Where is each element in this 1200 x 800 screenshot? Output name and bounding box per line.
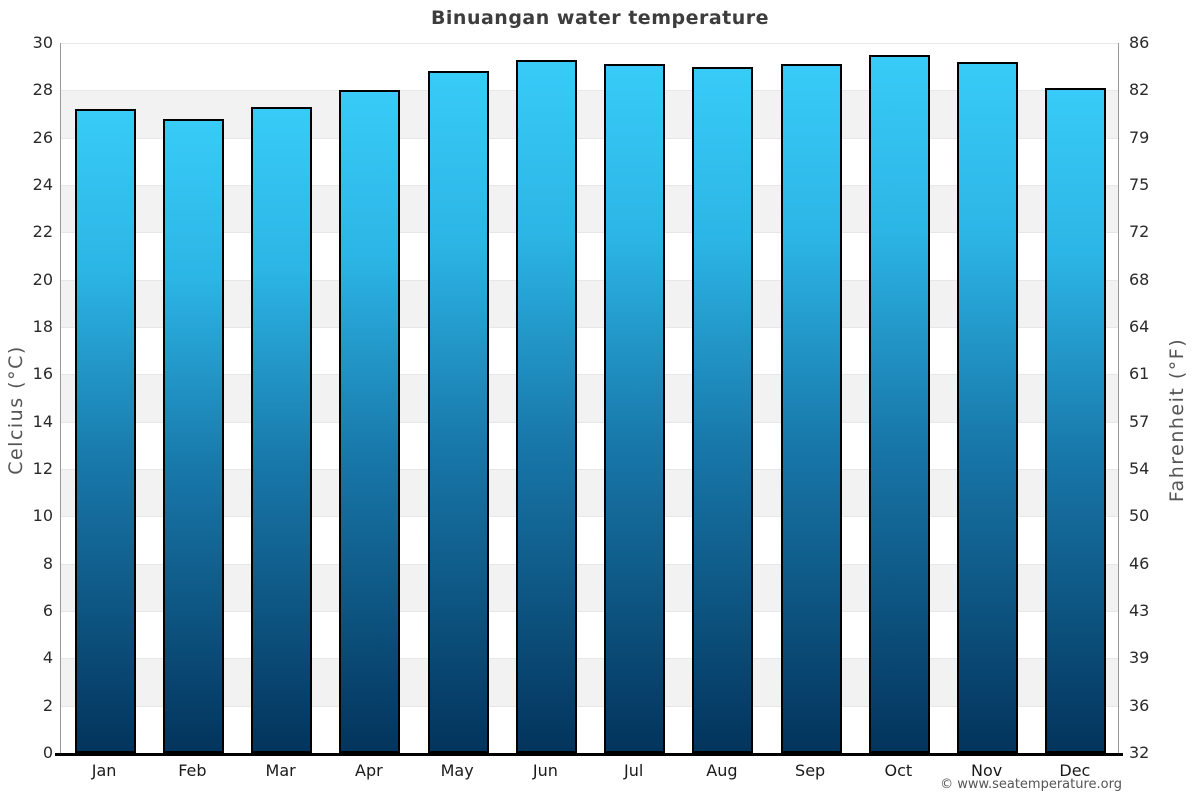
celsius-tick-label: 30: [32, 33, 53, 52]
gridline: [61, 516, 1118, 518]
gridline: [61, 232, 1118, 234]
celsius-tick-label: 0: [42, 743, 53, 762]
bar-apr[interactable]: [339, 90, 401, 753]
gridline: [61, 327, 1118, 328]
month-label-dec: Dec: [1059, 761, 1091, 780]
celsius-tick-label: 6: [42, 601, 53, 620]
month-label-feb: Feb: [178, 761, 207, 780]
fahrenheit-tick-label: 64: [1129, 317, 1150, 336]
gridline: [61, 705, 1118, 707]
plot-area: [60, 43, 1119, 753]
x-axis-line: [55, 753, 1123, 756]
bar-feb[interactable]: [162, 118, 224, 753]
celsius-tick-label: 18: [32, 317, 53, 336]
gridline: [61, 611, 1118, 612]
bar-sep[interactable]: [780, 64, 842, 753]
bar-jul[interactable]: [604, 64, 666, 753]
bar-dec[interactable]: [1045, 87, 1107, 753]
fahrenheit-tick-label: 82: [1129, 80, 1150, 100]
fahrenheit-tick-label: 32: [1129, 743, 1150, 762]
gridline: [61, 279, 1118, 281]
month-label-sep: Sep: [795, 761, 826, 780]
grid-band: [61, 90, 1118, 138]
month-label-jul: Jul: [623, 761, 644, 780]
fahrenheit-tick-label: 46: [1129, 553, 1150, 573]
celsius-tick-label: 22: [32, 222, 53, 242]
fahrenheit-tick-label: 79: [1129, 127, 1150, 147]
fahrenheit-tick-label: 68: [1129, 269, 1150, 289]
fahrenheit-tick-label: 50: [1129, 506, 1150, 526]
celsius-tick-label: 2: [42, 695, 53, 715]
bar-jan[interactable]: [74, 109, 136, 753]
gridline: [61, 374, 1118, 376]
bar-mar[interactable]: [251, 106, 313, 753]
grid-band: [61, 469, 1118, 517]
fahrenheit-tick-label: 72: [1129, 222, 1150, 242]
month-label-may: May: [440, 761, 474, 780]
fahrenheit-tick-label: 54: [1129, 459, 1150, 478]
month-label-jan: Jan: [91, 761, 117, 780]
chart-title: Binuangan water temperature: [430, 7, 770, 29]
celsius-tick-label: 10: [32, 506, 53, 526]
fahrenheit-tick-label: 57: [1129, 411, 1150, 431]
celsius-tick-label: 20: [32, 269, 53, 289]
celsius-tick-label: 26: [32, 127, 53, 147]
gridline: [61, 469, 1118, 470]
grid-band: [61, 185, 1118, 233]
copyright-note: © www.seatemperature.org: [940, 777, 1122, 792]
gridline: [61, 658, 1118, 660]
bar-aug[interactable]: [692, 66, 754, 753]
bar-may[interactable]: [427, 71, 489, 753]
gridline: [61, 137, 1118, 139]
celsius-tick-label: 14: [32, 411, 53, 431]
celsius-tick-label: 16: [32, 364, 53, 384]
gridline: [61, 90, 1118, 92]
grid-band: [61, 279, 1118, 327]
gridline: [61, 421, 1118, 423]
bar-nov[interactable]: [957, 61, 1019, 753]
fahrenheit-tick-label: 75: [1129, 175, 1150, 194]
grid-band: [61, 374, 1118, 422]
fahrenheit-tick-label: 39: [1129, 648, 1150, 668]
fahrenheit-tick-label: 36: [1129, 695, 1150, 715]
gridline: [61, 43, 1118, 44]
month-label-apr: Apr: [355, 761, 383, 780]
bar-jun[interactable]: [515, 59, 577, 753]
fahrenheit-tick-label: 61: [1129, 364, 1150, 384]
fahrenheit-tick-label: 43: [1129, 601, 1150, 620]
gridline: [61, 185, 1118, 186]
grid-band: [61, 563, 1118, 611]
month-label-oct: Oct: [884, 761, 913, 780]
grid-band: [61, 658, 1118, 706]
month-label-mar: Mar: [265, 761, 296, 780]
celsius-tick-label: 8: [42, 553, 53, 573]
celsius-tick-label: 24: [32, 175, 53, 194]
bar-oct[interactable]: [868, 54, 930, 753]
month-label-jun: Jun: [532, 761, 558, 780]
celsius-tick-label: 4: [42, 648, 53, 668]
celsius-tick-label: 12: [32, 459, 53, 478]
fahrenheit-tick-label: 86: [1129, 33, 1150, 52]
month-label-aug: Aug: [706, 761, 738, 780]
month-label-nov: Nov: [971, 761, 1003, 780]
celsius-tick-label: 28: [32, 80, 53, 100]
gridline: [61, 563, 1118, 565]
